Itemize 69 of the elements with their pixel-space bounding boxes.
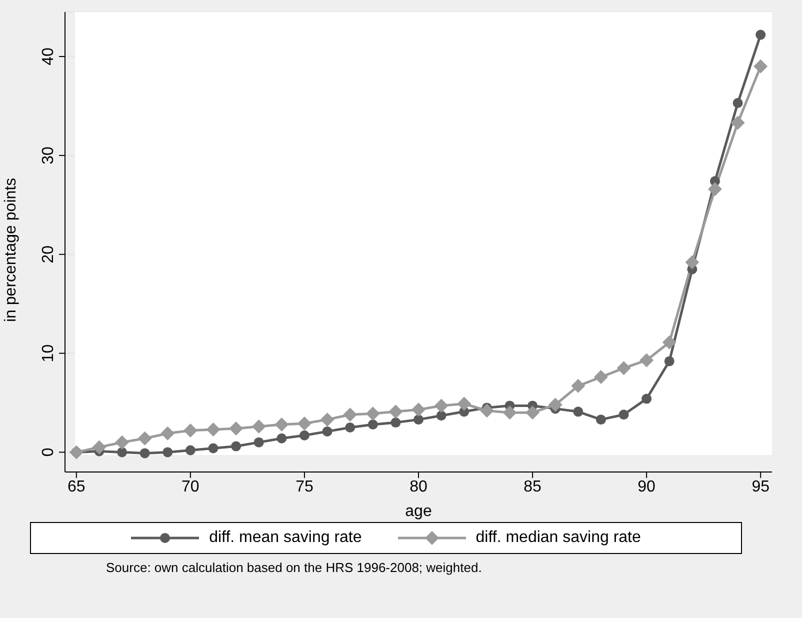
point xyxy=(297,416,312,431)
point xyxy=(480,404,494,418)
point xyxy=(115,435,130,450)
point xyxy=(252,419,266,434)
point xyxy=(434,398,448,413)
point xyxy=(138,431,152,446)
y-axis-title: in percentage points xyxy=(2,178,20,322)
point xyxy=(390,418,401,428)
point xyxy=(616,361,631,376)
legend-label: diff. mean saving rate xyxy=(209,529,362,547)
point xyxy=(274,418,289,432)
point xyxy=(664,356,674,366)
point xyxy=(320,412,334,427)
point xyxy=(368,420,378,430)
point xyxy=(162,447,173,458)
x-tick-label: 70 xyxy=(182,478,200,496)
point xyxy=(185,445,196,456)
point xyxy=(708,182,722,196)
x-axis-title: age xyxy=(405,503,432,520)
point xyxy=(345,422,356,432)
point xyxy=(276,433,287,444)
y-tick-label: 30 xyxy=(40,146,57,164)
x-tick-label: 65 xyxy=(68,478,86,496)
point xyxy=(140,448,150,458)
y-tick-label: 40 xyxy=(40,48,57,66)
y-tick-label: 10 xyxy=(40,344,57,362)
point xyxy=(414,414,424,425)
y-tick-label: 20 xyxy=(40,245,57,264)
point xyxy=(206,422,220,436)
point xyxy=(457,396,472,411)
y-tick-label: 0 xyxy=(40,448,57,457)
point xyxy=(756,30,766,40)
point xyxy=(526,406,540,420)
x-tick-label: 90 xyxy=(638,478,656,496)
source-note: Source: own calculation based on the HRS 1996-2008; weighted. xyxy=(106,560,483,575)
x-tick-label: 85 xyxy=(524,478,542,496)
point xyxy=(732,98,743,108)
point xyxy=(594,370,608,384)
point xyxy=(754,59,768,74)
point xyxy=(92,440,106,454)
point xyxy=(730,116,745,130)
point xyxy=(618,410,629,420)
point xyxy=(117,447,128,458)
point xyxy=(412,402,426,417)
point xyxy=(343,408,358,422)
point xyxy=(571,378,586,393)
point xyxy=(685,255,700,270)
point xyxy=(366,406,380,421)
x-tick-label: 80 xyxy=(410,478,428,496)
point xyxy=(160,426,175,440)
point xyxy=(299,430,310,440)
point xyxy=(183,423,198,438)
point xyxy=(573,406,584,417)
x-tick-label: 95 xyxy=(752,478,770,496)
point xyxy=(229,421,244,436)
point xyxy=(254,437,264,448)
point xyxy=(322,426,332,436)
x-tick-label: 75 xyxy=(296,478,314,496)
point xyxy=(662,335,676,350)
legend-label: diff. median saving rate xyxy=(476,529,641,547)
point xyxy=(436,410,446,421)
point xyxy=(208,443,218,454)
point xyxy=(231,441,242,452)
point xyxy=(640,353,654,368)
point xyxy=(642,394,652,404)
point xyxy=(388,404,403,419)
point xyxy=(502,406,517,420)
point xyxy=(596,414,606,425)
point xyxy=(548,398,562,412)
